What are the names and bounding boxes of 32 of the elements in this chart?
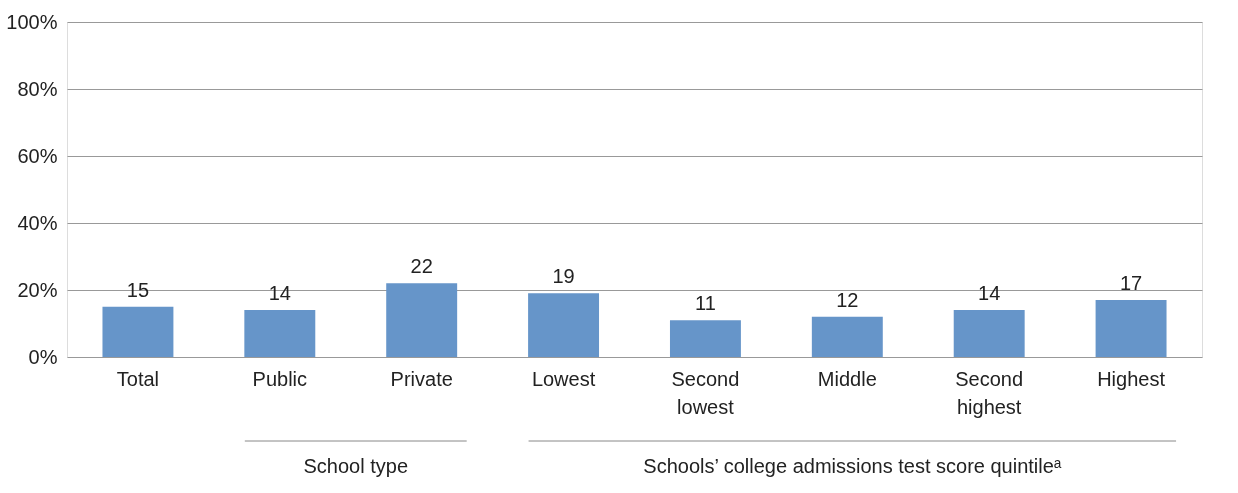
- text: School type: [303, 455, 409, 477]
- y-tick-label: 0%: [28, 345, 58, 368]
- data-label: 17: [1119, 272, 1143, 295]
- bar: [102, 306, 174, 357]
- data-label: 14: [978, 282, 1001, 305]
- bar: [386, 283, 458, 357]
- data-label: 15: [126, 278, 150, 301]
- x-tick-label: Private: [390, 367, 453, 390]
- data-label: 12: [836, 288, 859, 311]
- data-label: 19: [552, 265, 575, 288]
- x-tick-label: Second highest: [955, 367, 1024, 418]
- y-tick-label: 100%: [6, 10, 58, 33]
- y-tick-label: 80%: [17, 77, 58, 100]
- bar: [1095, 300, 1167, 357]
- bar: [244, 310, 316, 357]
- x-tick-label: Middle: [817, 367, 877, 390]
- bar: [953, 310, 1025, 357]
- y-tick-label: 40%: [17, 211, 58, 234]
- y-tick-label: 20%: [17, 278, 58, 301]
- bar: [669, 320, 741, 357]
- x-tick-label: Lowest: [531, 367, 596, 390]
- x-tick-label: Second lowest: [671, 367, 740, 418]
- data-label: 11: [695, 292, 716, 315]
- y-tick-label: 60%: [17, 144, 58, 167]
- x-tick-label: Total: [116, 367, 160, 390]
- bar: [811, 316, 883, 357]
- x-tick-label: Highest: [1097, 367, 1166, 390]
- data-label: 14: [268, 282, 291, 305]
- data-label: 22: [410, 255, 433, 278]
- text: Schools’ college admissions test score quintileᵃ: [643, 455, 1062, 477]
- bar: [528, 293, 600, 357]
- x-tick-label: Public: [252, 367, 308, 390]
